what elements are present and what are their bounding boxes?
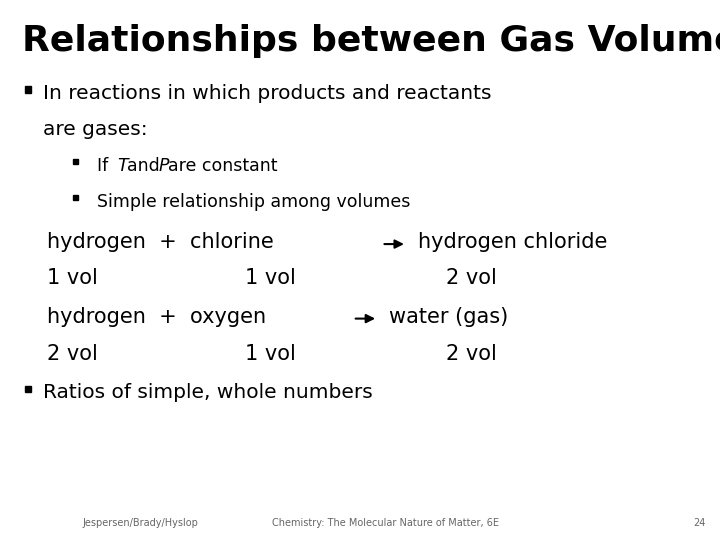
Text: Relationships between Gas Volumes: Relationships between Gas Volumes [22, 24, 720, 58]
Text: 1 vol: 1 vol [245, 344, 296, 364]
Text: are constant: are constant [168, 157, 278, 174]
Text: are gases:: are gases: [43, 120, 148, 139]
Text: hydrogen chloride: hydrogen chloride [418, 232, 607, 252]
Text: water (gas): water (gas) [389, 307, 508, 327]
Text: and: and [127, 157, 160, 174]
Text: Simple relationship among volumes: Simple relationship among volumes [97, 193, 410, 211]
Text: 2 vol: 2 vol [446, 268, 498, 288]
Text: If: If [97, 157, 112, 174]
Text: 1 vol: 1 vol [245, 268, 296, 288]
Bar [25, 386, 31, 393]
Text: P: P [158, 157, 169, 174]
Text: Chemistry: The Molecular Nature of Matter, 6E: Chemistry: The Molecular Nature of Matte… [271, 518, 499, 528]
Bar [25, 86, 31, 93]
Text: Ratios of simple, whole numbers: Ratios of simple, whole numbers [43, 383, 373, 402]
Text: In reactions in which products and reactants: In reactions in which products and react… [43, 84, 492, 103]
Bar [73, 195, 78, 200]
Text: 1 vol: 1 vol [47, 268, 98, 288]
Bar [73, 159, 78, 164]
Text: 2 vol: 2 vol [446, 344, 498, 364]
Text: hydrogen  +  oxygen: hydrogen + oxygen [47, 307, 266, 327]
Text: hydrogen  +  chlorine: hydrogen + chlorine [47, 232, 274, 252]
Text: Jespersen/Brady/Hyslop: Jespersen/Brady/Hyslop [83, 518, 198, 528]
Text: 24: 24 [693, 518, 706, 528]
Text: 2 vol: 2 vol [47, 344, 98, 364]
Text: T: T [117, 157, 128, 174]
